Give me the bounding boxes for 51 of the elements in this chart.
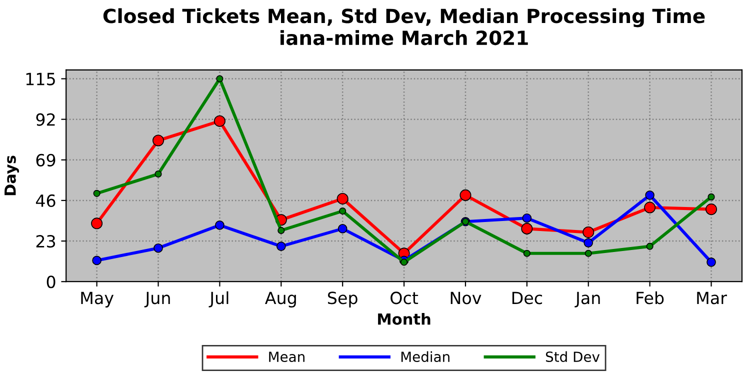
point (339, 208, 346, 215)
x-tick-label: Mar (697, 292, 727, 304)
y-tick-label: 115 (26, 72, 55, 86)
point (216, 75, 224, 82)
y-tick-label: 92 (36, 113, 55, 126)
point (708, 193, 715, 200)
point (582, 226, 594, 238)
x-tick-label: Aug (265, 292, 296, 308)
point (523, 250, 530, 257)
point (584, 250, 592, 257)
point (336, 192, 348, 204)
x-tick-label: Feb (636, 291, 664, 304)
point (521, 222, 533, 234)
point (400, 258, 408, 266)
x-tick-label: Jul (208, 291, 228, 308)
x-axis-title: Month (378, 313, 430, 325)
point (152, 134, 164, 146)
legend-label: Mean (269, 352, 304, 362)
point (154, 243, 163, 253)
point (91, 218, 103, 230)
y-tick-label: 23 (36, 235, 56, 248)
point (338, 224, 348, 234)
point (92, 256, 102, 266)
x-tick-label: Oct (390, 292, 418, 304)
y-tick-label: 69 (36, 154, 56, 166)
legend-label: Std Dev (546, 351, 600, 362)
y-tick-label: 46 (36, 194, 56, 208)
point (215, 220, 224, 230)
x-tick-label: Dec (512, 292, 542, 304)
point (646, 242, 654, 250)
point (460, 189, 472, 201)
y-tick-label: 0 (46, 276, 56, 288)
point (278, 226, 285, 234)
x-tick-label: Sep (328, 292, 358, 308)
x-tick-label: May (81, 292, 114, 308)
legend-label: Median (401, 351, 450, 362)
chart-title: Closed Tickets Mean, Std Dev, Median Processing Time iana-mime March 2021 (103, 8, 705, 46)
point (584, 238, 594, 248)
point (522, 213, 532, 223)
point (645, 190, 654, 200)
point (644, 202, 656, 214)
y-axis-title: Days (4, 156, 19, 196)
point (706, 204, 718, 216)
x-tick-label: Jun (144, 292, 170, 308)
point (276, 242, 286, 251)
x-tick-label: Nov (450, 292, 482, 304)
point (154, 170, 162, 178)
point (214, 115, 226, 127)
point (706, 258, 716, 267)
point (93, 190, 100, 197)
x-tick-label: Jan (574, 292, 600, 308)
